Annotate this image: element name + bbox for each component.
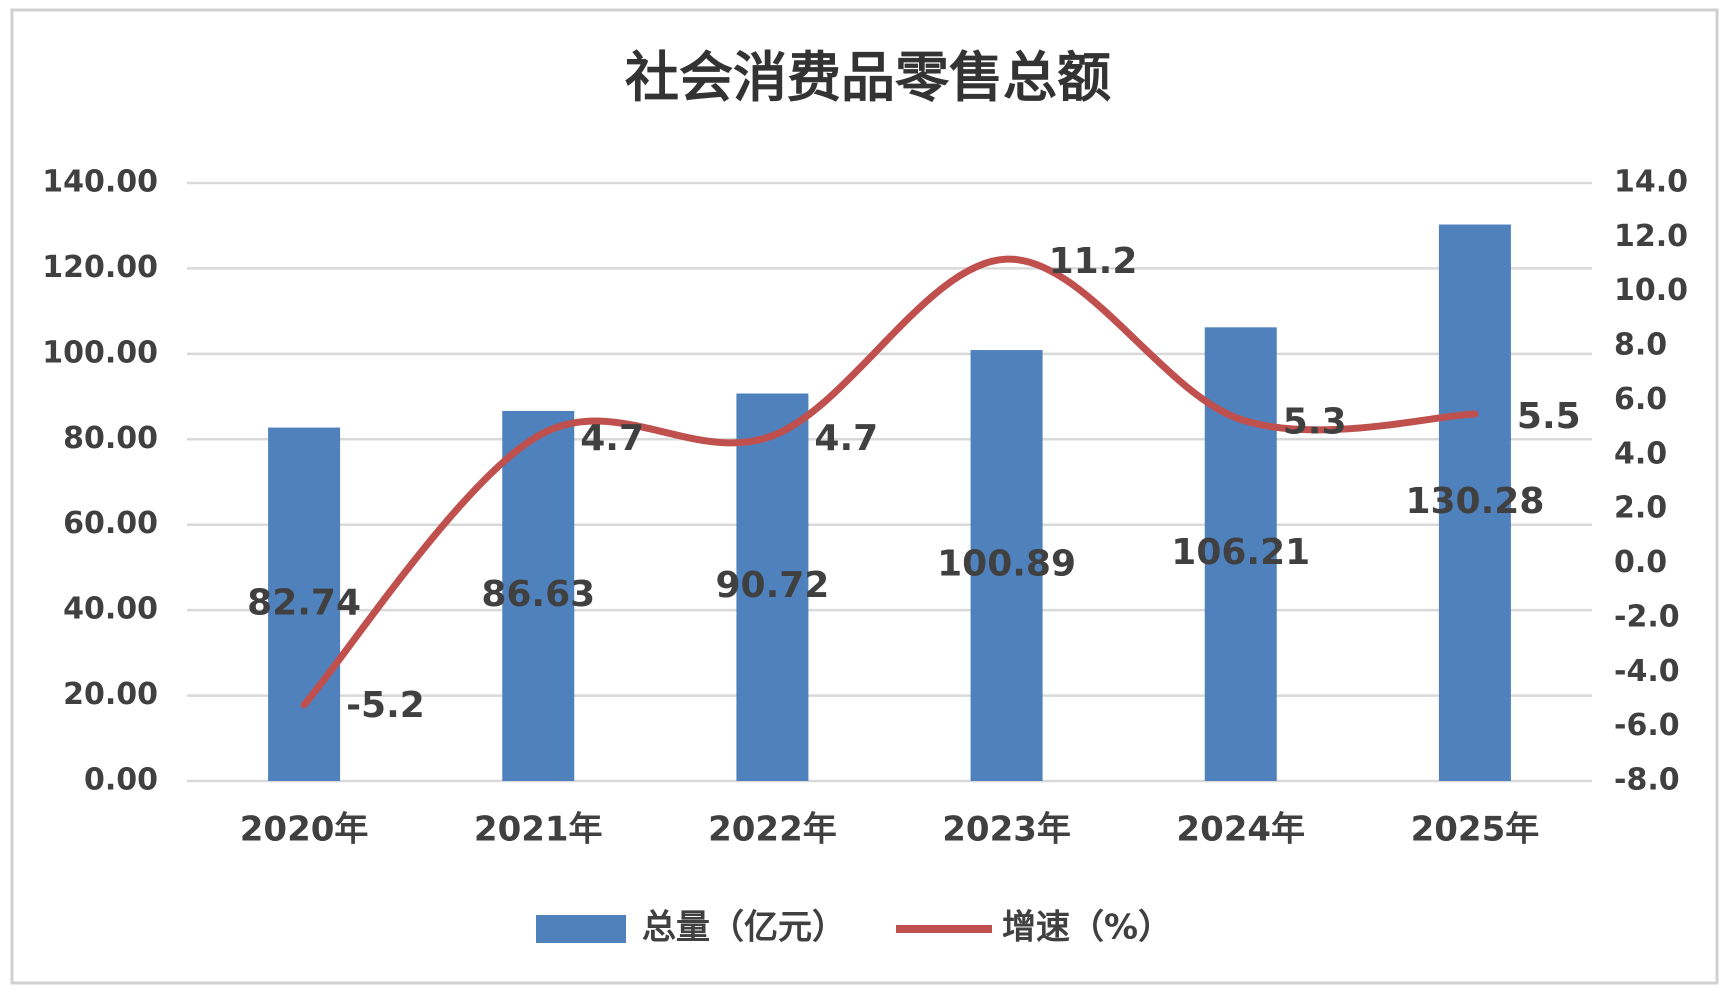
y-tick-label: 140.00 [42, 165, 158, 200]
x-tick-label: 2024年 [1176, 810, 1305, 850]
line-value-label: -5.2 [346, 685, 425, 726]
line-value-label: 4.7 [580, 418, 644, 459]
bar-value-label: 90.72 [715, 565, 829, 606]
bar [1204, 327, 1277, 781]
y2-tick-label: -4.0 [1614, 654, 1680, 689]
line-value-label: 11.2 [1049, 241, 1138, 282]
y2-tick-label: 6.0 [1614, 382, 1667, 417]
bar-value-label: 82.74 [247, 582, 361, 623]
bar-value-label: 130.28 [1405, 481, 1544, 522]
legend-label: 增速（%） [1002, 908, 1172, 948]
y2-tick-label: -2.0 [1614, 599, 1680, 634]
bar [502, 410, 575, 781]
x-tick-label: 2020年 [240, 810, 369, 850]
y2-tick-label: -8.0 [1614, 763, 1680, 798]
y2-tick-label: 4.0 [1614, 436, 1667, 471]
bar-value-label: 106.21 [1171, 532, 1310, 573]
y-tick-label: 100.00 [42, 335, 158, 370]
y2-tick-label: 0.0 [1614, 545, 1667, 580]
line-value-label: 5.5 [1517, 396, 1581, 437]
bar [970, 350, 1043, 781]
y-tick-label: 80.00 [63, 421, 158, 456]
line-value-label: 5.3 [1283, 401, 1347, 442]
bar [268, 427, 341, 781]
chart-title: 社会消费品零售总额 [625, 45, 1111, 109]
y-tick-label: 60.00 [63, 506, 158, 541]
bar [1438, 224, 1511, 781]
y-tick-label: 120.00 [42, 250, 158, 285]
y-tick-label: 40.00 [63, 592, 158, 627]
line [300, 255, 1479, 709]
y-tick-label: 0.00 [84, 763, 158, 798]
y2-tick-label: 14.0 [1614, 165, 1688, 200]
y-tick-label: 20.00 [63, 677, 158, 712]
y2-tick-label: 8.0 [1614, 328, 1667, 363]
x-tick-label: 2021年 [474, 810, 603, 850]
legend-label: 总量（亿元） [642, 908, 846, 948]
y2-tick-label: 10.0 [1614, 273, 1688, 308]
bar [736, 393, 809, 781]
bar-value-label: 100.89 [937, 544, 1076, 585]
y2-tick-label: -6.0 [1614, 708, 1680, 743]
bar-value-label: 86.63 [481, 574, 595, 615]
y2-tick-label: 2.0 [1614, 491, 1667, 526]
line-value-label: 4.7 [814, 418, 878, 459]
x-tick-label: 2023年 [942, 810, 1071, 850]
legend-swatch [536, 915, 626, 943]
x-tick-label: 2025年 [1411, 810, 1540, 850]
x-tick-label: 2022年 [708, 810, 837, 850]
y2-tick-label: 12.0 [1614, 219, 1688, 254]
